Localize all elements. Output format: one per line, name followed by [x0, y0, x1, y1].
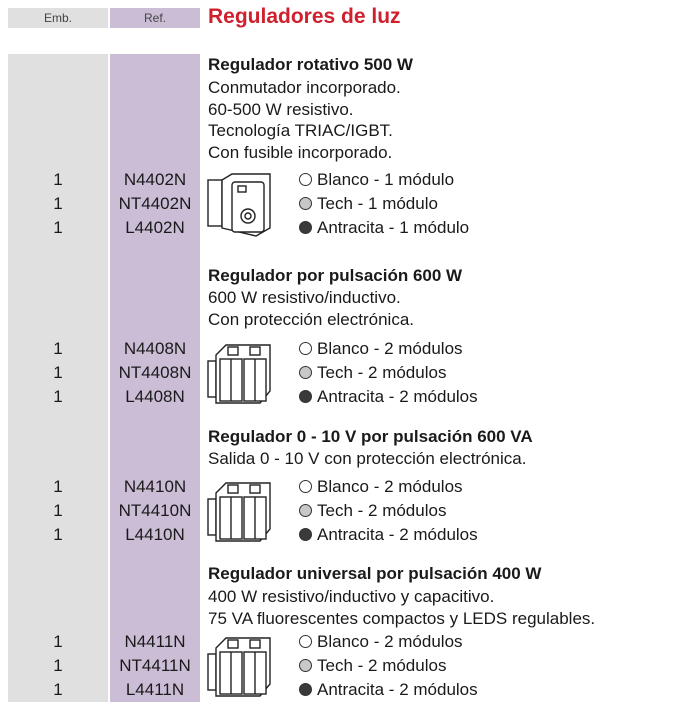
ref-header: Ref.: [110, 8, 200, 28]
color-dot: [299, 528, 312, 541]
description-line: Con protección electrónica.: [208, 309, 415, 329]
description-line: Conmutador incorporado.: [208, 78, 401, 97]
description-line: 75 VA fluorescentes compactos y LEDS reg…: [208, 608, 596, 628]
color-dot: [299, 197, 312, 210]
emb-qty: 1: [53, 363, 63, 382]
section-title: Regulador rotativo 500 W: [208, 55, 413, 74]
option-label: Antracita - 2 módulos: [317, 387, 478, 406]
ref-code: NT4410N: [118, 501, 192, 520]
description-line: 60-500 W resistivo.: [208, 99, 354, 119]
color-dot: [299, 480, 312, 493]
option-label: Tech - 2 módulos: [317, 656, 447, 675]
emb-column: [8, 54, 108, 702]
option-label: Antracita - 2 módulos: [317, 680, 478, 699]
color-dot: [299, 221, 312, 234]
emb-qty: 1: [53, 656, 63, 675]
description-line: Tecnología TRIAC/IGBT.: [208, 121, 393, 140]
color-dot: [299, 342, 312, 355]
ref-code: N4402N: [123, 170, 187, 189]
ref-column: [110, 54, 200, 702]
color-dot: [299, 504, 312, 517]
product-icon: [207, 344, 271, 404]
page-title: Reguladores de luz: [208, 5, 401, 28]
color-dot: [299, 173, 312, 186]
emb-qty: 1: [53, 501, 63, 520]
description-line: Salida 0 - 10 V con protección electróni…: [208, 449, 527, 468]
color-dot: [299, 635, 312, 648]
section-title: Regulador universal por pulsación 400 W: [208, 564, 542, 583]
option-label: Blanco - 1 módulo: [317, 170, 455, 189]
color-dot: [299, 390, 312, 403]
emb-qty: 1: [53, 632, 63, 651]
description-line: Con fusible incorporado.: [208, 142, 393, 162]
ref-code: L4411N: [125, 680, 185, 699]
option-label: Antracita - 2 módulos: [317, 525, 478, 544]
emb-qty: 1: [53, 680, 63, 699]
description-line: 400 W resistivo/inductivo y capacitivo.: [208, 587, 495, 606]
emb-qty: 1: [53, 387, 63, 406]
product-icon: [207, 482, 271, 542]
ref-code: L4402N: [125, 218, 185, 237]
option-label: Blanco - 2 módulos: [317, 477, 463, 496]
emb-qty: 1: [53, 218, 63, 237]
ref-code: NT4402N: [118, 194, 192, 213]
option-label: Antracita - 1 módulo: [317, 218, 470, 237]
product-icon: [207, 173, 271, 237]
option-label: Blanco - 2 módulos: [317, 339, 463, 358]
ref-code: NT4411N: [119, 656, 191, 675]
emb-header: Emb.: [8, 8, 108, 28]
option-label: Tech - 1 módulo: [317, 194, 438, 213]
emb-qty: 1: [53, 194, 63, 213]
color-dot: [299, 366, 312, 379]
option-label: Blanco - 2 módulos: [317, 632, 463, 651]
section-title: Regulador 0 - 10 V por pulsación 600 VA: [208, 427, 533, 446]
ref-code: L4408N: [125, 387, 185, 406]
option-label: Tech - 2 módulos: [317, 363, 447, 382]
section-title: Regulador por pulsación 600 W: [208, 266, 463, 285]
emb-qty: 1: [53, 525, 63, 544]
color-dot: [299, 683, 312, 696]
description-line: 600 W resistivo/inductivo.: [208, 288, 401, 307]
ref-code: L4410N: [125, 525, 185, 544]
ref-code: N4410N: [123, 477, 187, 496]
ref-code: NT4408N: [118, 363, 192, 382]
color-dot: [299, 659, 312, 672]
emb-qty: 1: [53, 170, 63, 189]
option-label: Tech - 2 módulos: [317, 501, 447, 520]
product-icon: [207, 637, 271, 697]
emb-qty: 1: [53, 339, 63, 358]
emb-qty: 1: [53, 477, 63, 496]
ref-code: N4411N: [124, 632, 186, 651]
ref-code: N4408N: [123, 339, 187, 358]
